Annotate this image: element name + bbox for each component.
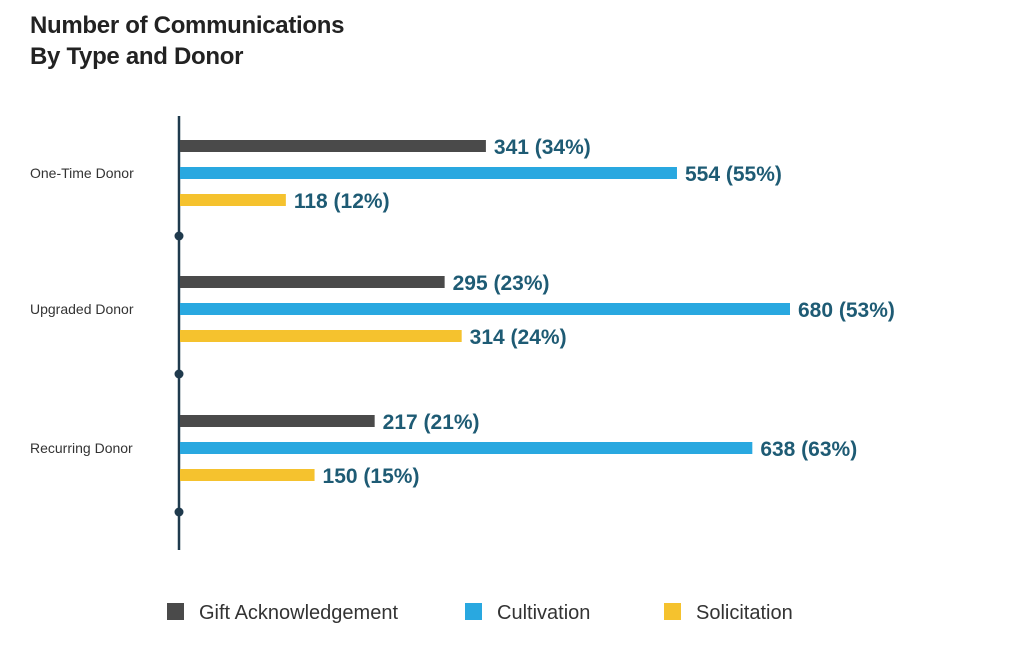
legend-swatch-cultivation [465,603,482,620]
legend-swatch-gift-acknowledgement [167,603,184,620]
data-label-one-time-donor-solicitation: 118 (12%) [294,190,390,213]
bar-recurring-donor-solicitation [180,469,315,481]
data-label-upgraded-donor-solicitation: 314 (24%) [470,326,567,349]
data-label-one-time-donor-cultivation: 554 (55%) [685,163,782,186]
chart-title-line-2: By Type and Donor [30,43,244,70]
chart-title-line-1: Number of Communications [30,12,345,39]
legend-label-solicitation: Solicitation [696,602,793,624]
category-label-one-time-donor: One-Time Donor [30,165,134,181]
category-label-upgraded-donor: Upgraded Donor [30,301,134,317]
bar-one-time-donor-solicitation [180,194,286,206]
bar-upgraded-donor-gift-acknowledgement [180,276,445,288]
chart-title: Number of Communications By Type and Don… [30,10,344,72]
bar-one-time-donor-cultivation [180,167,677,179]
legend-label-gift-acknowledgement: Gift Acknowledgement [199,602,398,624]
axis-tick-2 [174,369,184,379]
legend-label-cultivation: Cultivation [497,602,590,624]
bar-upgraded-donor-cultivation [180,303,790,315]
legend-swatch-solicitation [664,603,681,620]
bar-upgraded-donor-solicitation [180,330,462,342]
bar-recurring-donor-gift-acknowledgement [180,415,375,427]
data-label-upgraded-donor-cultivation: 680 (53%) [798,299,895,322]
data-label-recurring-donor-solicitation: 150 (15%) [323,465,420,488]
data-label-recurring-donor-cultivation: 638 (63%) [760,438,857,461]
axis-tick-3 [174,507,184,517]
bar-one-time-donor-gift-acknowledgement [180,140,486,152]
data-label-one-time-donor-gift-acknowledgement: 341 (34%) [494,136,591,159]
category-label-recurring-donor: Recurring Donor [30,440,133,456]
axis-tick-1 [174,231,184,241]
bar-recurring-donor-cultivation [180,442,753,454]
data-label-recurring-donor-gift-acknowledgement: 217 (21%) [383,411,480,434]
data-label-upgraded-donor-gift-acknowledgement: 295 (23%) [453,272,550,295]
